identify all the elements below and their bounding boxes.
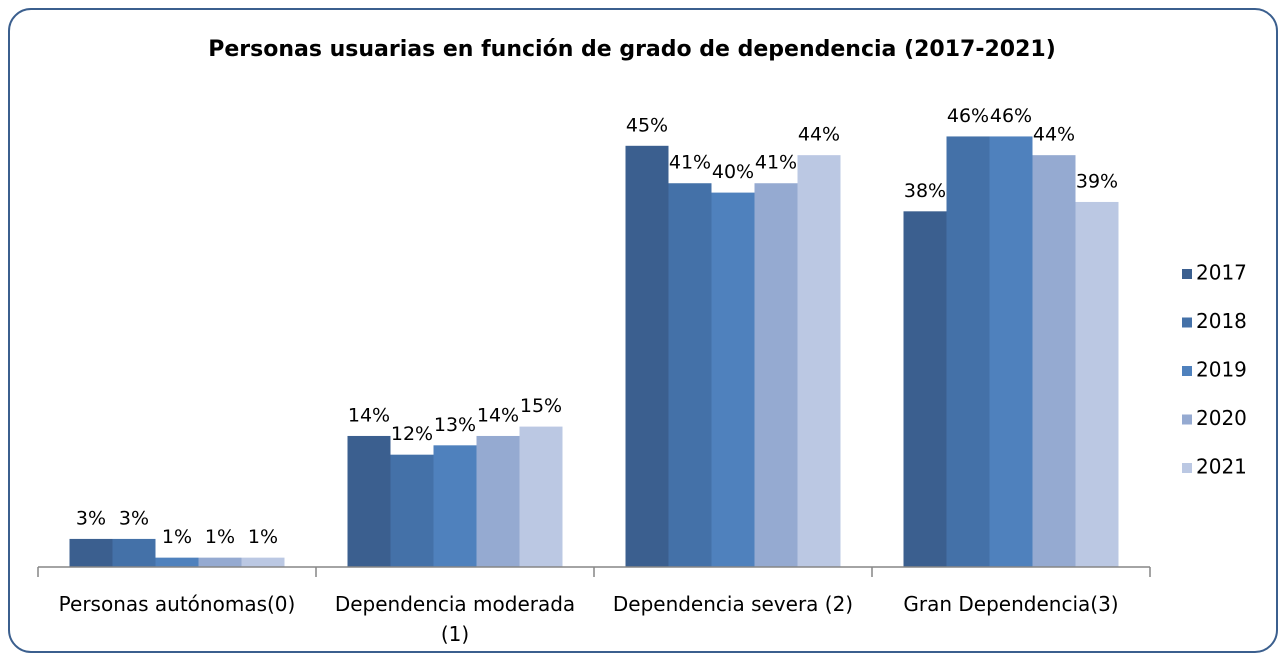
bar: [711, 192, 755, 567]
x-tick-label: Dependencia moderada (1): [334, 592, 576, 646]
legend-swatch: [1182, 366, 1192, 376]
bar: [989, 136, 1033, 567]
bar: [668, 183, 712, 568]
bar: [903, 211, 947, 567]
bar: [390, 454, 434, 567]
legend-label: 2019: [1196, 358, 1247, 382]
bar: [198, 557, 242, 567]
bar: [69, 538, 113, 567]
bar: [1075, 201, 1119, 567]
bar: [946, 136, 990, 567]
legend-swatch: [1182, 463, 1192, 473]
bar: [155, 557, 199, 567]
legend-swatch: [1182, 414, 1192, 425]
bar: [347, 435, 391, 567]
legend-label: 2021: [1196, 455, 1247, 479]
legend-label: 2017: [1196, 261, 1247, 285]
bar: [112, 538, 156, 567]
data-label: 41%: [669, 152, 711, 174]
bar: [1032, 155, 1076, 567]
data-label: 44%: [1033, 124, 1075, 146]
data-label: 41%: [755, 152, 797, 174]
data-label: 14%: [477, 404, 519, 426]
data-label: 40%: [712, 161, 754, 183]
data-label: 15%: [520, 395, 562, 417]
bar: [754, 183, 798, 568]
data-label: 45%: [626, 114, 668, 136]
bar: [433, 445, 477, 567]
data-label: 13%: [434, 414, 476, 436]
bar: [625, 145, 669, 568]
data-label: 46%: [947, 105, 989, 127]
data-label: 1%: [162, 526, 192, 548]
data-label: 46%: [990, 105, 1032, 127]
data-label: 38%: [904, 180, 946, 202]
bar: [476, 435, 520, 567]
data-label: 44%: [798, 124, 840, 146]
legend-label: 2018: [1196, 309, 1247, 333]
bar: [519, 426, 563, 567]
data-label: 14%: [348, 404, 390, 426]
data-label: 3%: [76, 507, 106, 529]
x-tick-label: Personas autónomas(0): [58, 592, 296, 616]
data-label: 39%: [1076, 170, 1118, 192]
x-tick-label: Gran Dependencia(3): [903, 592, 1119, 616]
data-label: 12%: [391, 423, 433, 445]
bar: [241, 557, 285, 567]
legend-swatch: [1182, 317, 1192, 328]
chart-title: Personas usuarias en función de grado de…: [208, 37, 1056, 62]
data-label: 1%: [248, 526, 278, 548]
bar: [797, 155, 841, 567]
legend-swatch: [1182, 269, 1192, 279]
x-tick-label: Dependencia severa (2): [612, 592, 854, 616]
data-label: 3%: [119, 507, 149, 529]
data-label: 1%: [205, 526, 235, 548]
legend-label: 2020: [1196, 406, 1247, 430]
